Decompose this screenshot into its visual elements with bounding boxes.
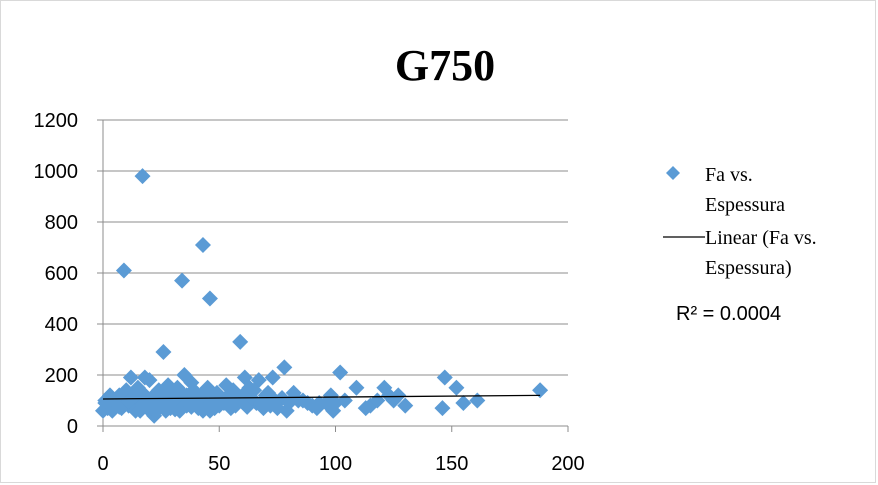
data-point: [434, 400, 451, 417]
legend-label-series-line2: Espessura: [705, 194, 785, 216]
legend-label-trendline-line1: Linear (Fa vs.: [705, 227, 817, 249]
data-point: [174, 272, 191, 289]
data-point: [115, 262, 132, 279]
legend-marker-series: [666, 166, 680, 180]
data-point: [220, 387, 237, 404]
data-point: [264, 369, 281, 386]
data-point: [308, 400, 325, 417]
legend: Fa vs. Espessura Linear (Fa vs. Espessur…: [663, 164, 822, 279]
y-tick-label-0: 0: [67, 416, 78, 438]
y-tick-label-800: 800: [45, 212, 78, 234]
y-tick-label-1000: 1000: [34, 161, 79, 183]
y-tick-label-1200: 1200: [34, 110, 79, 132]
data-point: [136, 369, 153, 386]
data-point: [455, 395, 472, 412]
y-tick-label-600: 600: [45, 263, 78, 285]
x-tick-label-0: 0: [97, 453, 108, 475]
data-point: [469, 392, 486, 409]
data-point: [397, 397, 414, 414]
trendline-path: [102, 394, 541, 400]
data-point: [348, 379, 365, 396]
data-point: [532, 382, 549, 399]
data-point: [246, 382, 263, 399]
data-point: [127, 387, 144, 404]
data-point: [332, 364, 349, 381]
data-point: [155, 344, 172, 361]
data-point: [255, 400, 272, 417]
data-point: [162, 382, 179, 399]
trendline: [102, 394, 541, 400]
legend-label-series-line1: Fa vs.: [705, 164, 753, 186]
data-point: [380, 387, 397, 404]
legend-label-series: Fa vs. Espessura: [705, 164, 785, 216]
gridlines: [103, 119, 568, 376]
data-point: [122, 369, 139, 386]
data-point: [134, 168, 151, 185]
x-tick-label-50: 50: [208, 453, 230, 475]
data-point: [269, 400, 286, 417]
data-point: [132, 402, 149, 419]
data-point: [232, 333, 249, 350]
data-points: [95, 168, 549, 424]
r-squared-label: R² = 0.0004: [676, 303, 781, 325]
y-tick-labels: 0 200 400 600 800 1000 1200: [34, 110, 79, 438]
data-point: [194, 236, 211, 253]
y-tick-label-400: 400: [45, 314, 78, 336]
legend-label-trendline-line2: Espessura): [705, 257, 792, 279]
x-tick-label-100: 100: [319, 453, 352, 475]
y-tick-label-200: 200: [45, 365, 78, 387]
data-point: [194, 402, 211, 419]
x-tick-label-150: 150: [435, 453, 468, 475]
data-point: [357, 400, 374, 417]
data-point: [276, 359, 293, 376]
data-point: [448, 379, 465, 396]
data-point: [236, 369, 253, 386]
chart-title: G750: [395, 41, 495, 90]
axes: [97, 119, 569, 432]
x-tick-labels: 0 50 100 150 200: [97, 453, 584, 475]
legend-label-trendline: Linear (Fa vs. Espessura): [705, 227, 822, 279]
data-point: [201, 290, 218, 307]
data-point: [176, 367, 193, 383]
data-point: [436, 369, 453, 386]
x-tick-label-200: 200: [551, 453, 584, 475]
